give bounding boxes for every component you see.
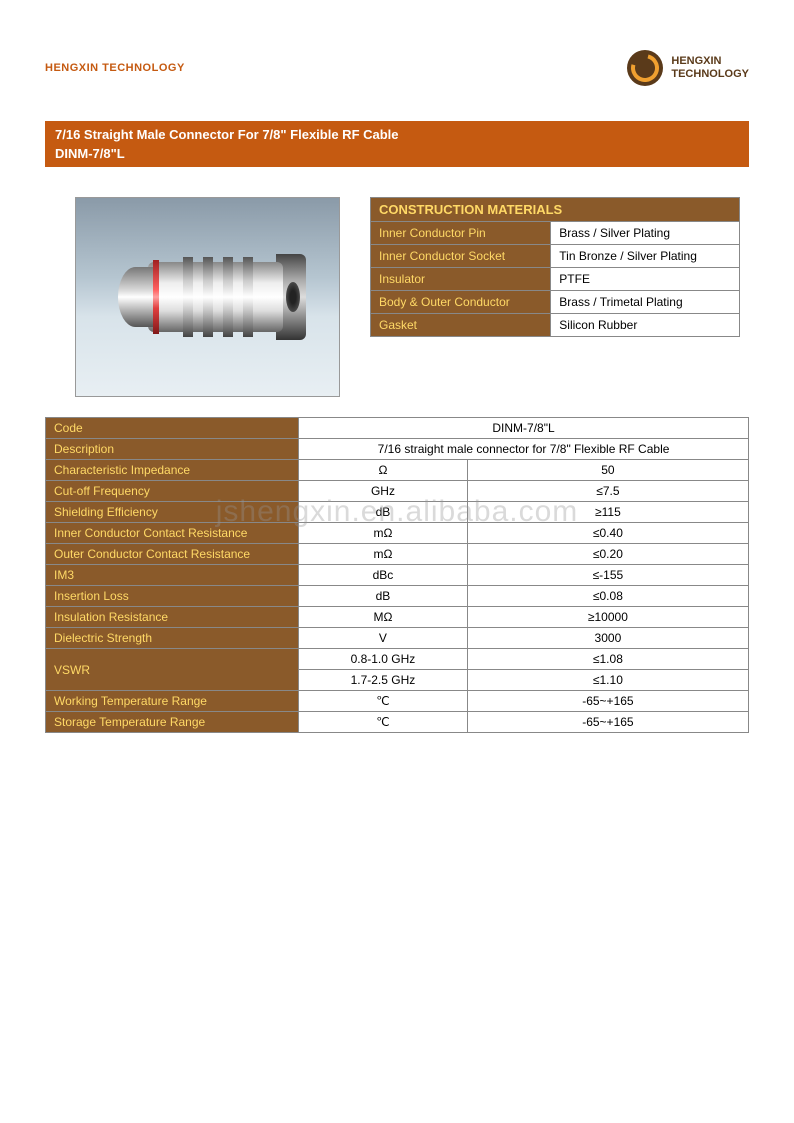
spec-row-value: ≤0.20 bbox=[467, 544, 748, 565]
logo-text-line2: TECHNOLOGY bbox=[671, 68, 749, 81]
spec-row-value: ≥115 bbox=[467, 502, 748, 523]
materials-row-value: Brass / Silver Plating bbox=[551, 222, 740, 245]
spec-row-label: Dielectric Strength bbox=[46, 628, 299, 649]
materials-row-value: PTFE bbox=[551, 268, 740, 291]
materials-row-label: Gasket bbox=[371, 314, 551, 337]
spec-row-value: ≤1.10 bbox=[467, 670, 748, 691]
title-line2: DINM-7/8"L bbox=[55, 146, 739, 161]
title-line1: 7/16 Straight Male Connector For 7/8" Fl… bbox=[55, 127, 739, 142]
spec-row-unit: ℃ bbox=[299, 691, 468, 712]
spec-row-label: Shielding Efficiency bbox=[46, 502, 299, 523]
spec-row-label: Characteristic Impedance bbox=[46, 460, 299, 481]
materials-row-value: Silicon Rubber bbox=[551, 314, 740, 337]
spec-row-unit: MΩ bbox=[299, 607, 468, 628]
spec-row-label: Outer Conductor Contact Resistance bbox=[46, 544, 299, 565]
title-bar: 7/16 Straight Male Connector For 7/8" Fl… bbox=[45, 121, 749, 167]
spec-table: CodeDINM-7/8"LDescription7/16 straight m… bbox=[45, 417, 749, 733]
materials-row-label: Inner Conductor Socket bbox=[371, 245, 551, 268]
spec-row-unit: ℃ bbox=[299, 712, 468, 733]
company-name: HENGXIN TECHNOLOGY bbox=[45, 62, 185, 74]
logo: HENGXIN TECHNOLOGY bbox=[627, 50, 749, 86]
spec-row-value: ≥10000 bbox=[467, 607, 748, 628]
materials-row-label: Body & Outer Conductor bbox=[371, 291, 551, 314]
spec-row-unit: GHz bbox=[299, 481, 468, 502]
spec-row-label: Working Temperature Range bbox=[46, 691, 299, 712]
spec-row-label: Inner Conductor Contact Resistance bbox=[46, 523, 299, 544]
spec-row-unit: mΩ bbox=[299, 544, 468, 565]
spec-row-unit: dB bbox=[299, 502, 468, 523]
spec-row-value: ≤0.40 bbox=[467, 523, 748, 544]
spec-row-label: IM3 bbox=[46, 565, 299, 586]
spec-row-unit: Ω bbox=[299, 460, 468, 481]
logo-icon bbox=[627, 50, 663, 86]
spec-row-unit: V bbox=[299, 628, 468, 649]
product-image bbox=[75, 197, 340, 397]
logo-text: HENGXIN TECHNOLOGY bbox=[671, 55, 749, 81]
spec-row-label: Insertion Loss bbox=[46, 586, 299, 607]
spec-row-unit: mΩ bbox=[299, 523, 468, 544]
spec-row-value: ≤0.08 bbox=[467, 586, 748, 607]
spec-row-label: VSWR bbox=[46, 649, 299, 691]
page-header: HENGXIN TECHNOLOGY HENGXIN TECHNOLOGY bbox=[45, 50, 749, 86]
connector-illustration bbox=[108, 242, 308, 352]
materials-row-value: Brass / Trimetal Plating bbox=[551, 291, 740, 314]
spec-row-value: -65~+165 bbox=[467, 691, 748, 712]
materials-table: CONSTRUCTION MATERIALS Inner Conductor P… bbox=[370, 197, 740, 337]
spec-row-value: 3000 bbox=[467, 628, 748, 649]
materials-header: CONSTRUCTION MATERIALS bbox=[371, 198, 740, 222]
spec-row-unit: 0.8-1.0 GHz bbox=[299, 649, 468, 670]
spec-row-value: 7/16 straight male connector for 7/8" Fl… bbox=[299, 439, 749, 460]
logo-text-line1: HENGXIN bbox=[671, 55, 749, 68]
spec-row-value: ≤7.5 bbox=[467, 481, 748, 502]
spec-row-label: Description bbox=[46, 439, 299, 460]
materials-row-label: Inner Conductor Pin bbox=[371, 222, 551, 245]
spec-row-label: Insulation Resistance bbox=[46, 607, 299, 628]
spec-row-value: ≤-155 bbox=[467, 565, 748, 586]
spec-row-label: Code bbox=[46, 418, 299, 439]
spec-row-unit: dBc bbox=[299, 565, 468, 586]
top-section: CONSTRUCTION MATERIALS Inner Conductor P… bbox=[45, 197, 749, 397]
spec-row-value: DINM-7/8"L bbox=[299, 418, 749, 439]
spec-row-value: 50 bbox=[467, 460, 748, 481]
materials-row-value: Tin Bronze / Silver Plating bbox=[551, 245, 740, 268]
spec-row-value: -65~+165 bbox=[467, 712, 748, 733]
spec-row-unit: 1.7-2.5 GHz bbox=[299, 670, 468, 691]
materials-row-label: Insulator bbox=[371, 268, 551, 291]
spec-row-label: Storage Temperature Range bbox=[46, 712, 299, 733]
spec-row-unit: dB bbox=[299, 586, 468, 607]
spec-row-label: Cut-off Frequency bbox=[46, 481, 299, 502]
spec-row-value: ≤1.08 bbox=[467, 649, 748, 670]
